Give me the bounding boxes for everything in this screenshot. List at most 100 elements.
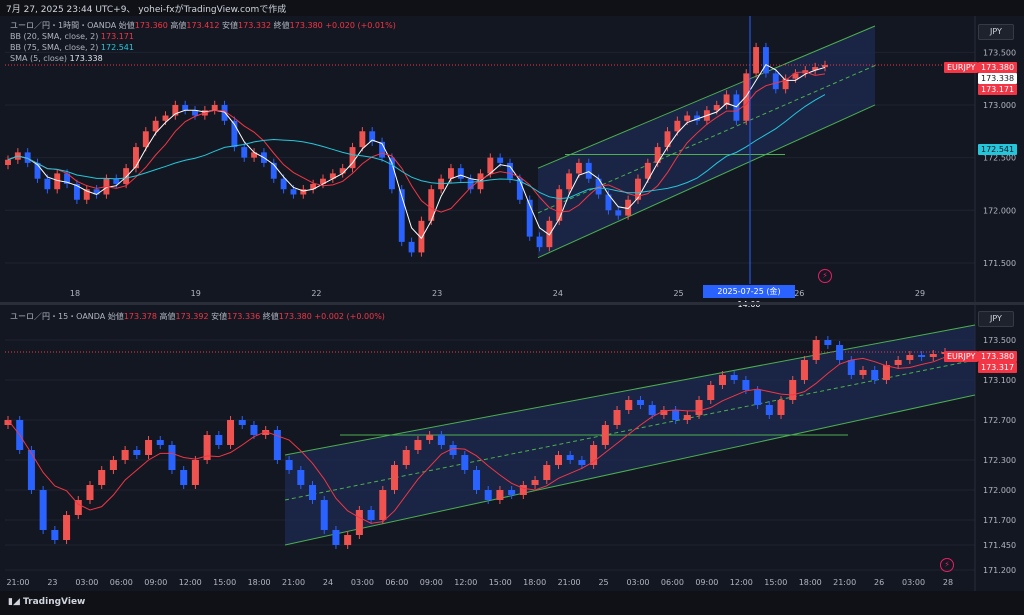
- x-tick-label: 21:00: [282, 578, 305, 587]
- currency-button[interactable]: JPY: [978, 311, 1014, 327]
- y-tick-label: 172.300: [983, 456, 1016, 465]
- candle-body: [280, 178, 287, 190]
- candle-body: [605, 194, 612, 211]
- candle-body: [332, 530, 340, 545]
- sma5-label[interactable]: SMA (5, close): [10, 54, 68, 63]
- x-tick-label: 06:00: [661, 578, 684, 587]
- candle-body: [822, 64, 828, 68]
- change-value: +0.020 (+0.01%): [325, 21, 396, 30]
- candle-body: [929, 354, 937, 357]
- y-tick-label: 171.450: [983, 541, 1016, 550]
- high-label: 高値: [170, 21, 187, 30]
- channel-lower-line: [537, 104, 876, 259]
- candle-body: [683, 415, 691, 420]
- x-tick-label: 12:00: [454, 578, 477, 587]
- candle-body: [906, 355, 914, 360]
- footer-bar: ▮◢ TradingView: [0, 591, 1024, 615]
- candle-body: [344, 535, 352, 545]
- bb75-line: [7, 94, 826, 200]
- candle-body: [310, 183, 317, 190]
- close-value: 173.380: [278, 312, 312, 321]
- candle-body: [145, 440, 153, 455]
- candle-body: [54, 173, 61, 190]
- candle-body: [27, 450, 35, 490]
- candle-body: [772, 73, 779, 90]
- change-value: +0.002 (+0.00%): [314, 312, 385, 321]
- high-value: 173.392: [175, 312, 209, 321]
- candle-body: [426, 435, 434, 440]
- channel-upper-line: [284, 324, 976, 456]
- bb75-label[interactable]: BB (75, SMA, close, 2): [10, 43, 99, 52]
- currency-button[interactable]: JPY: [978, 24, 1014, 40]
- pane-separator[interactable]: [0, 302, 1024, 305]
- bb20-line: [7, 356, 946, 524]
- close-value: 173.380: [289, 21, 323, 30]
- candle-body: [743, 73, 750, 121]
- candle-body: [329, 173, 336, 179]
- candle-body: [554, 455, 563, 465]
- candle-body: [339, 168, 346, 174]
- bb20-label[interactable]: BB (20, SMA, close, 2): [10, 32, 99, 41]
- candle-body: [156, 440, 164, 445]
- bb20-price-tag: 173.171: [978, 84, 1018, 95]
- candle-body: [113, 178, 120, 184]
- candle-body: [882, 365, 890, 380]
- candle-body: [754, 390, 762, 405]
- open-value: 173.378: [123, 312, 157, 321]
- x-tick-label: 21:00: [558, 578, 581, 587]
- open-label: 始値: [118, 21, 135, 30]
- candle-body: [273, 430, 281, 460]
- candle-body: [447, 168, 454, 179]
- candle-body: [133, 450, 141, 455]
- bb20-line: [7, 71, 826, 213]
- brand-label: TradingView: [23, 597, 86, 607]
- candle-body: [566, 173, 573, 190]
- close-label: 終値: [262, 312, 279, 321]
- chart-canvas-15m[interactable]: 173.500 173.100 172.700 172.300 172.000 171.7…: [0, 305, 1024, 591]
- candle-body: [93, 189, 100, 195]
- candle-body: [742, 380, 750, 390]
- x-tick-label: 09:00: [420, 578, 443, 587]
- x-tick-label: 15:00: [213, 578, 236, 587]
- sma5-price-tag: 173.338: [978, 73, 1018, 84]
- candle-body: [121, 450, 129, 460]
- candle-body: [290, 189, 297, 195]
- candle-body: [24, 152, 31, 163]
- last-price-tag: 173.380: [978, 62, 1018, 73]
- candle-body: [191, 460, 199, 485]
- x-tick-label: 25: [673, 289, 683, 298]
- legend-1h: ユーロ／円・1時間・OANDA 始値173.360 高値173.412 安値17…: [10, 20, 396, 64]
- candle-body: [765, 405, 773, 415]
- candle-body: [836, 345, 844, 360]
- candle-body: [516, 178, 523, 200]
- chart-canvas-1h[interactable]: 173.500 173.000 172.500 172.000 171.500 18 19 2…: [0, 16, 1024, 302]
- candle-body: [664, 131, 671, 148]
- y-tick-label: 171.500: [983, 259, 1016, 268]
- tradingview-logo[interactable]: ▮◢ TradingView: [8, 597, 85, 607]
- candle-body: [484, 490, 492, 500]
- candle-body: [672, 410, 680, 420]
- chart-pane-1h[interactable]: 173.500 173.000 172.500 172.000 171.500 18 19 2…: [0, 16, 1024, 302]
- lightning-icon[interactable]: ⚡: [940, 558, 954, 572]
- candle-body: [44, 178, 51, 190]
- channel-mid-line: [284, 359, 976, 501]
- low-label: 安値: [211, 312, 228, 321]
- candle-body: [694, 115, 700, 121]
- candle-body: [270, 162, 277, 179]
- candle-body: [379, 490, 387, 520]
- lightning-icon[interactable]: ⚡: [818, 269, 832, 283]
- candle-body: [51, 530, 59, 540]
- candle-body: [487, 157, 494, 174]
- last-price-tag: 173.380: [978, 351, 1018, 362]
- candle-body: [320, 500, 328, 530]
- candle-body: [227, 420, 235, 445]
- x-tick-label: 06:00: [110, 578, 133, 587]
- candle-body: [390, 465, 399, 490]
- chart-pane-15m[interactable]: 173.500 173.100 172.700 172.300 172.000 171.7…: [0, 305, 1024, 591]
- candle-body: [39, 490, 47, 530]
- bb75-price-tag: 172.541: [978, 144, 1018, 155]
- legend-15m: ユーロ／円・15・OANDA 始値173.378 高値173.392 安値173…: [10, 311, 385, 322]
- candle-body: [918, 355, 926, 357]
- y-tick-label: 173.500: [983, 48, 1016, 57]
- candle-body: [684, 115, 691, 121]
